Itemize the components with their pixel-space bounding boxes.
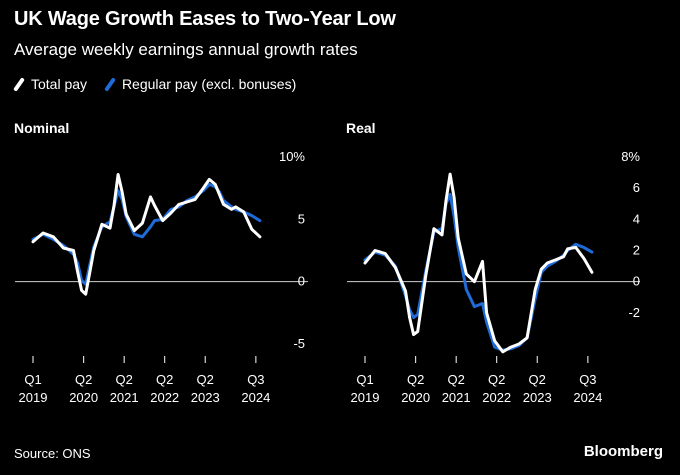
y-tick-label: 2 <box>633 243 640 258</box>
x-tick-quarter: Q2 <box>448 372 465 387</box>
legend: Total pay Regular pay (excl. bonuses) <box>13 76 310 95</box>
x-tick-quarter: Q2 <box>488 372 505 387</box>
x-tick-year: 2019 <box>351 390 380 405</box>
series-line-total-pay <box>363 172 594 354</box>
bloomberg-logo: Bloomberg <box>583 443 663 460</box>
legend-item-regular-pay: Regular pay (excl. bonuses) <box>103 76 297 92</box>
y-tick-label: -5 <box>293 336 305 351</box>
x-tick-quarter: Q2 <box>75 372 92 387</box>
x-tick-year: 2020 <box>401 390 430 405</box>
source-note: Source: ONS <box>14 446 91 461</box>
x-tick-quarter: Q2 <box>407 372 424 387</box>
real-chart: 8% 6 4 2 0 -2 Q1 2019 Q2 2020 Q2 2021 Q2 2022 Q2 2023 Q3… <box>347 149 640 405</box>
x-tick-quarter: Q2 <box>156 372 173 387</box>
y-tick-label: 5 <box>298 211 305 226</box>
series-line-regular-pay <box>363 192 594 352</box>
x-tick-year: 2019 <box>19 390 48 405</box>
y-tick-label: -2 <box>628 305 640 320</box>
legend-label-regular-pay: Regular pay (excl. bonuses) <box>121 76 297 92</box>
y-tick-label: 0 <box>633 274 640 289</box>
series-line-total-pay <box>31 173 262 296</box>
x-tick-year: 2021 <box>442 390 471 405</box>
x-tick-quarter: Q1 <box>356 372 373 387</box>
x-tick-year: 2024 <box>573 390 602 405</box>
x-tick-quarter: Q2 <box>197 372 214 387</box>
x-tick-quarter: Q2 <box>529 372 546 387</box>
x-tick-year: 2022 <box>482 390 511 405</box>
y-tick-label: 8% <box>621 149 640 164</box>
series-line-regular-pay <box>31 182 262 286</box>
x-tick-year: 2024 <box>241 390 270 405</box>
x-tick-quarter: Q2 <box>116 372 133 387</box>
x-tick-year: 2023 <box>523 390 552 405</box>
y-tick-label: 0 <box>298 274 305 289</box>
y-tick-label: 6 <box>633 180 640 195</box>
panel-title-nominal: Nominal <box>14 120 70 136</box>
y-tick-label: 10% <box>279 149 305 164</box>
chart-subtitle: Average weekly earnings annual growth ra… <box>14 40 358 59</box>
y-tick-label: 4 <box>633 211 640 226</box>
x-tick-year: 2022 <box>150 390 179 405</box>
panel-title-real: Real <box>346 120 376 136</box>
x-tick-quarter: Q3 <box>247 372 264 387</box>
legend-item-total-pay: Total pay <box>13 76 88 92</box>
x-tick-quarter: Q3 <box>579 372 596 387</box>
x-tick-year: 2021 <box>110 390 139 405</box>
x-tick-year: 2023 <box>191 390 220 405</box>
nominal-chart: 10% 5 0 -5 Q1 2019 Q2 2020 Q2 2021 Q2 2022 Q2 2023 Q3 2… <box>15 149 308 405</box>
chart-title: UK Wage Growth Eases to Two-Year Low <box>14 8 396 30</box>
x-tick-quarter: Q1 <box>24 372 41 387</box>
legend-label-total-pay: Total pay <box>31 76 88 92</box>
x-tick-year: 2020 <box>69 390 98 405</box>
